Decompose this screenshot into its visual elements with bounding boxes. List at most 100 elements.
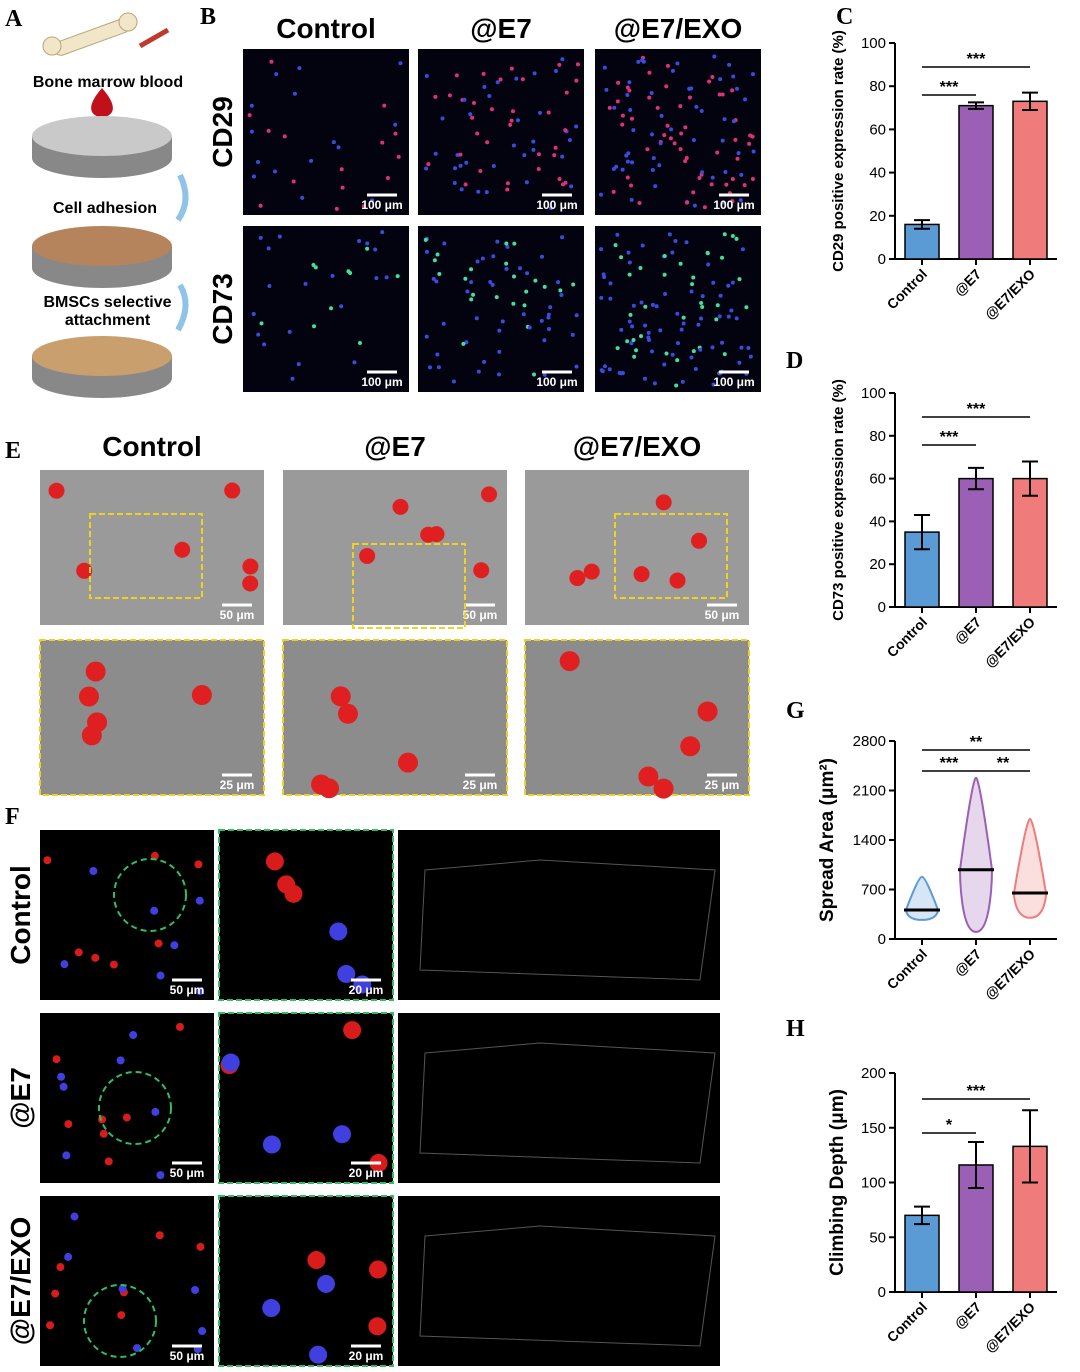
violin [1012, 817, 1048, 919]
cell [650, 302, 655, 307]
cell [195, 896, 204, 905]
cell [642, 376, 647, 381]
x-tick-label: @E7/EXO [981, 614, 1038, 671]
cell [195, 987, 204, 996]
cell [681, 321, 686, 326]
cell [309, 1345, 328, 1364]
cell [602, 364, 607, 369]
cell [287, 329, 292, 334]
cell [509, 66, 514, 71]
cell [684, 240, 689, 245]
cell [628, 312, 633, 317]
cell [504, 261, 509, 266]
cell [721, 200, 726, 205]
cell [274, 72, 279, 77]
cell [727, 62, 732, 67]
zoom-circle [113, 858, 187, 932]
cell [710, 345, 715, 350]
y-tick-label: 0 [878, 931, 886, 948]
cell [619, 371, 624, 376]
cell [675, 61, 680, 66]
cell [564, 90, 569, 95]
cell [424, 249, 429, 254]
cell [458, 163, 463, 168]
cell [505, 181, 510, 186]
cell [424, 166, 429, 171]
cell [659, 113, 664, 118]
cell [670, 250, 675, 255]
cell [743, 97, 748, 102]
render-3d [398, 830, 720, 1000]
error-bar [1022, 91, 1038, 111]
cell [542, 284, 547, 289]
scale-label: 20 μm [349, 1349, 384, 1363]
cell [346, 269, 351, 274]
cell [739, 172, 744, 177]
cell [599, 192, 604, 197]
cell [625, 339, 630, 344]
cell [643, 323, 648, 328]
cell [735, 156, 740, 161]
cell [737, 360, 742, 365]
cell [514, 76, 519, 81]
cell [151, 1107, 160, 1116]
cell [680, 736, 701, 757]
cell [475, 131, 480, 136]
cell [303, 281, 308, 286]
cell [549, 206, 554, 211]
cell [697, 176, 702, 181]
cell [357, 341, 362, 346]
cell [714, 317, 719, 322]
cell [242, 575, 259, 592]
cell [715, 303, 720, 308]
cell [670, 68, 675, 73]
scale-label: 100 μm [361, 198, 402, 212]
cell [481, 486, 498, 503]
cell [574, 364, 579, 369]
cell [469, 280, 474, 285]
cell [615, 346, 620, 351]
error-bar [914, 219, 930, 230]
cell [678, 104, 683, 109]
cell [747, 141, 752, 146]
cell [56, 1263, 65, 1272]
scale-label: 50 μm [170, 1166, 205, 1180]
cell [750, 176, 755, 181]
cell [424, 73, 429, 78]
x-tick-label: Control [884, 1299, 931, 1346]
cell [474, 316, 479, 321]
cell [74, 948, 83, 957]
cell [311, 774, 332, 795]
cell [476, 369, 481, 374]
cell [643, 304, 648, 309]
cell [505, 244, 510, 249]
cell [265, 852, 284, 871]
cell [266, 246, 271, 251]
cell [653, 778, 674, 799]
significance-label: *** [940, 755, 959, 772]
render-grid [419, 859, 716, 981]
cell [538, 110, 543, 115]
cell [525, 271, 530, 276]
cell [668, 136, 673, 141]
cell [707, 79, 712, 84]
micrograph [525, 470, 749, 625]
cell [672, 141, 677, 146]
cell [654, 304, 659, 309]
cell [627, 260, 632, 265]
cell [251, 174, 256, 179]
scale-label: 25 μm [220, 778, 255, 792]
scale-label: 25 μm [705, 778, 740, 792]
column-header: @E7/EXO [614, 13, 742, 44]
micrograph [243, 226, 409, 392]
violin [904, 875, 940, 921]
cell [505, 187, 510, 192]
cell [426, 162, 431, 167]
cell [569, 184, 574, 189]
cell [291, 179, 296, 184]
y-tick-label: 20 [869, 556, 886, 573]
cell [269, 59, 274, 64]
cell [170, 941, 179, 950]
significance-label: * [946, 1117, 953, 1134]
cell [639, 334, 644, 339]
